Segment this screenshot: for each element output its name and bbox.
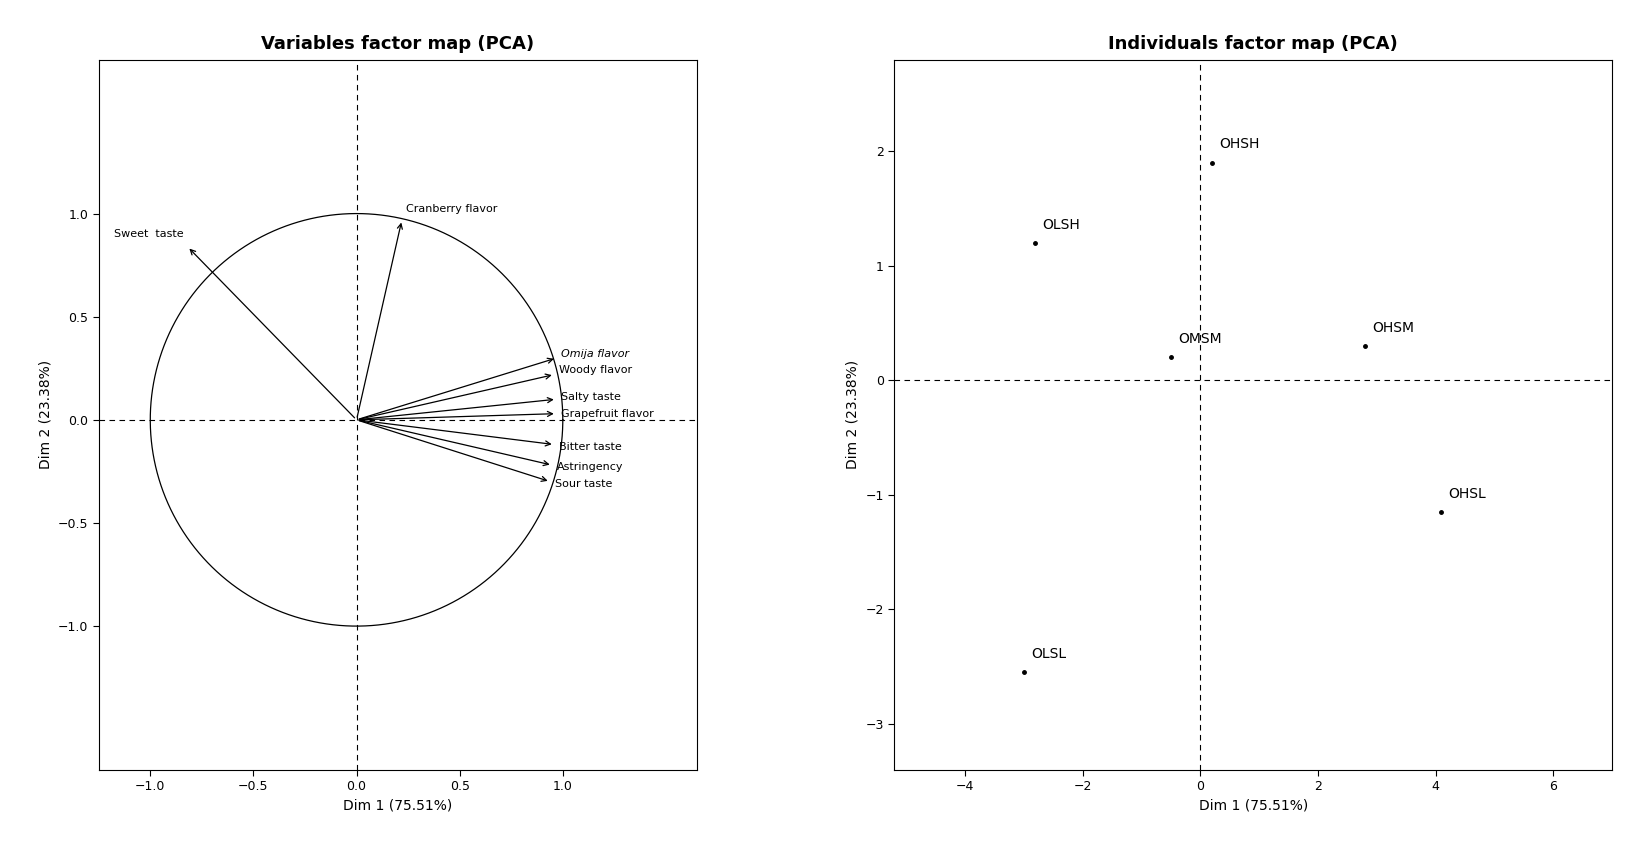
- Text: OHSM: OHSM: [1372, 321, 1415, 334]
- Text: Woody flavor: Woody flavor: [559, 365, 632, 375]
- Y-axis label: Dim 2 (23.38%): Dim 2 (23.38%): [846, 360, 860, 469]
- Text: OHSH: OHSH: [1219, 138, 1260, 151]
- Y-axis label: Dim 2 (23.38%): Dim 2 (23.38%): [38, 360, 53, 469]
- Title: Individuals factor map (PCA): Individuals factor map (PCA): [1109, 35, 1398, 53]
- Text: Salty taste: Salty taste: [561, 392, 620, 402]
- Text: OHSL: OHSL: [1449, 486, 1487, 500]
- Text: Sweet  taste: Sweet taste: [114, 229, 183, 239]
- Text: Grapefruit flavor: Grapefruit flavor: [561, 409, 653, 419]
- Text: Astringency: Astringency: [556, 463, 623, 472]
- Text: OMSM: OMSM: [1178, 332, 1222, 346]
- Text: OLSH: OLSH: [1043, 217, 1081, 232]
- Text: Sour taste: Sour taste: [554, 479, 612, 489]
- X-axis label: Dim 1 (75.51%): Dim 1 (75.51%): [344, 799, 452, 812]
- Text: Bitter taste: Bitter taste: [559, 442, 622, 451]
- Text: Omija flavor: Omija flavor: [561, 349, 628, 359]
- X-axis label: Dim 1 (75.51%): Dim 1 (75.51%): [1199, 799, 1308, 812]
- Title: Variables factor map (PCA): Variables factor map (PCA): [262, 35, 535, 53]
- Text: OLSL: OLSL: [1031, 646, 1066, 661]
- Text: Cranberry flavor: Cranberry flavor: [406, 204, 497, 215]
